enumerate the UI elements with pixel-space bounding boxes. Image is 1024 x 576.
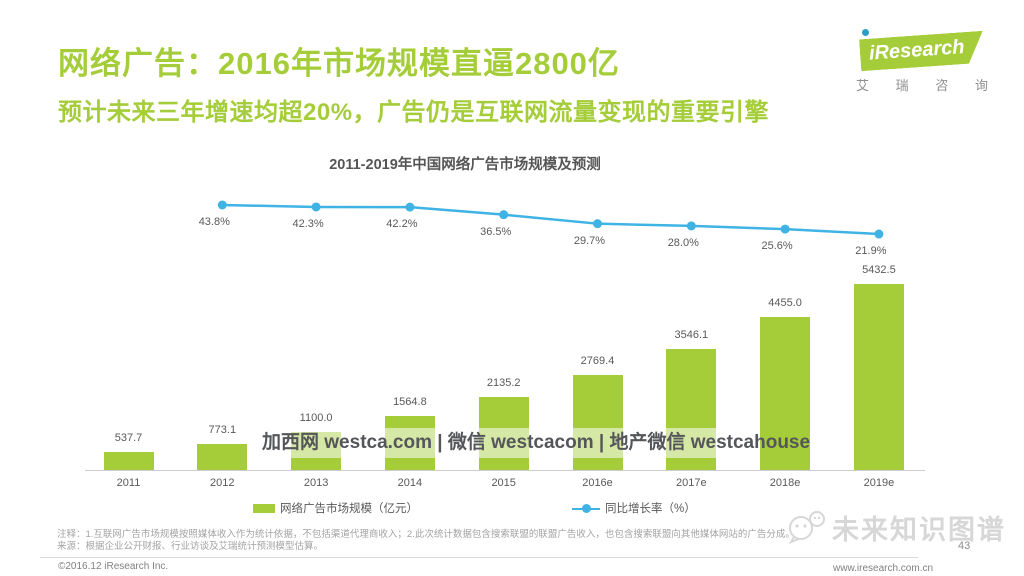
legend-bar-label: 网络广告市场规模（亿元） [280, 503, 418, 515]
bar-value-label: 1100.0 [299, 412, 333, 425]
bar-value-label: 4455.0 [768, 297, 802, 310]
growth-rate-label: 36.5% [480, 225, 512, 238]
legend-item-market-size: 网络广告市场规模（亿元） [253, 500, 418, 516]
bar-value-label: 3546.1 [674, 328, 709, 341]
footer-divider [40, 557, 918, 558]
legend-line-label: 同比增长率（%） [605, 503, 696, 515]
x-axis-label-2015: 2015 [491, 477, 516, 489]
bar-value-label: 2769.4 [580, 355, 615, 368]
bar-value-label: 537.7 [114, 431, 143, 444]
growth-rate-label: 28.0% [667, 236, 699, 249]
growth-rate-label: 42.3% [292, 217, 324, 230]
x-axis-label-2019e: 2019e [863, 477, 895, 489]
growth-rate-label: 21.9% [855, 245, 887, 258]
iresearch-logo-caption: 艾瑞咨询 [856, 75, 988, 94]
bar-value-label: 1564.8 [393, 396, 427, 409]
legend-item-growth-rate: 同比增长率（%） [572, 500, 696, 516]
iresearch-logo-i-dot-icon [862, 29, 869, 36]
footnote-line-2: 来源：根据企业公开财报、行业访谈及艾瑞统计预测模型估算。 [57, 541, 324, 552]
corner-watermark-text: 未来知识图谱 [832, 515, 1006, 545]
x-axis-label-2013: 2013 [303, 477, 329, 489]
iresearch-logo: iResearch 艾 瑞 咨 询 [848, 26, 993, 93]
bar-2012 [197, 443, 248, 470]
chart-title: 2011-2019年中国网络广告市场规模及预测 [329, 157, 601, 173]
bar-value-label: 773.1 [208, 423, 237, 436]
iresearch-logo-shape: iResearch [859, 31, 985, 72]
growth-rate-label: 43.8% [198, 216, 230, 228]
logo-caption-char: 艾 [856, 78, 870, 93]
x-axis-label-2014: 2014 [397, 477, 423, 489]
page-number: 43 [958, 540, 971, 552]
growth-rate-label: 25.6% [761, 240, 793, 253]
corner-watermark: 未来知识图谱 [786, 508, 1006, 547]
footnote-line-1: 注释：1.互联网广告市场规模按照媒体收入作为统计依据，不包括渠道代理商收入；2.… [57, 529, 795, 540]
bar-value-label: 2135.2 [486, 376, 521, 389]
x-axis-label-2017e: 2017e [676, 477, 707, 489]
x-axis-line [85, 470, 925, 471]
logo-caption-char: 瑞 [895, 78, 909, 93]
growth-rate-label: 29.7% [573, 234, 606, 247]
copyright-text: ©2016.12 iResearch Inc. [58, 561, 169, 572]
x-axis-label-2018e: 2018e [769, 477, 801, 489]
growth-rate-label: 42.2% [386, 218, 418, 231]
logo-caption-char: 咨 [935, 78, 949, 93]
bar-value-label: 5432.5 [862, 264, 896, 276]
legend-line-swatch [572, 503, 600, 513]
page-subtitle: 预计未来三年增速均超20%，广告仍是互联网流量变现的重要引擎 [58, 99, 770, 126]
x-axis-label-2012: 2012 [210, 477, 235, 489]
x-axis-label-2011: 2011 [116, 477, 141, 489]
legend-bar-swatch [253, 503, 275, 513]
center-watermark: 加西网 westca.com | 微信 westcacom | 地产微信 wes… [262, 428, 810, 458]
bar-2011 [103, 451, 154, 470]
footnotes: 注释：1.互联网广告市场规模按照媒体收入作为统计依据，不包括渠道代理商收入；2.… [57, 529, 797, 553]
logo-caption-char: 询 [974, 78, 988, 93]
chat-bubbles-icon [788, 510, 825, 544]
x-axis-label-2016e: 2016e [582, 477, 613, 489]
page-title: 网络广告：2016年市场规模直逼2800亿 [58, 46, 620, 81]
website-text: www.iresearch.com.cn [833, 563, 934, 574]
bar-2019e [853, 284, 904, 470]
